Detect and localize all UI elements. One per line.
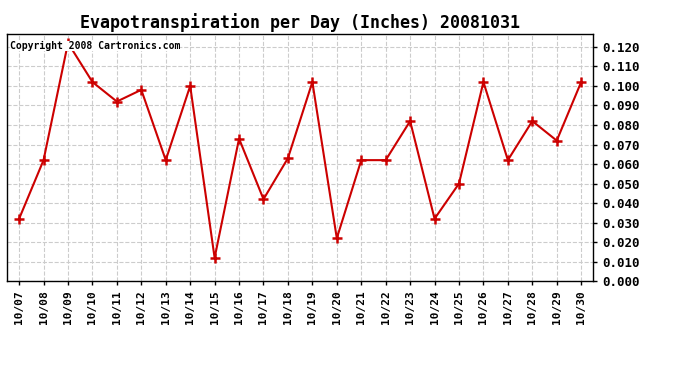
- Text: Copyright 2008 Cartronics.com: Copyright 2008 Cartronics.com: [10, 41, 180, 51]
- Title: Evapotranspiration per Day (Inches) 20081031: Evapotranspiration per Day (Inches) 2008…: [80, 13, 520, 32]
